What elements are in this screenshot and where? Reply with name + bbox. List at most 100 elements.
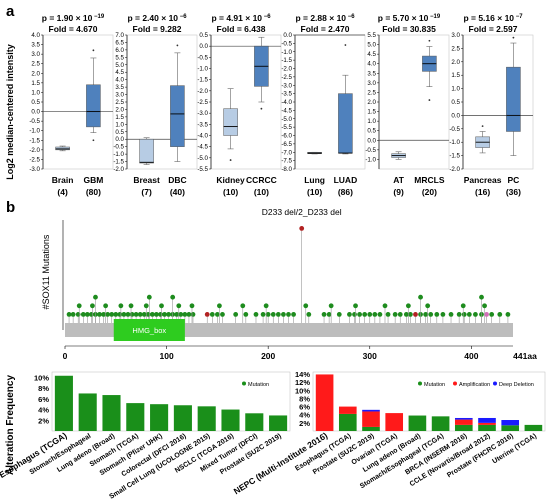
lollipop-head — [434, 312, 440, 317]
y-tick-label: -6.5 — [281, 141, 292, 148]
bar-y-tick-label: 8% — [38, 384, 49, 393]
lollipop-head — [113, 312, 119, 317]
lollipop-head — [265, 312, 271, 317]
legend-label: Deep Deletion — [499, 382, 534, 388]
y-tick-label: 6.0 — [115, 47, 124, 54]
y-tick-label: 0.0 — [31, 109, 40, 116]
box-outlier — [428, 99, 431, 101]
lollipop-y-axis-label: #SOX11 Mutations — [41, 234, 51, 309]
lollipop-head — [270, 312, 276, 317]
legend-marker — [418, 381, 422, 386]
lollipop-head — [159, 303, 164, 309]
group-n-label: (9) — [393, 187, 404, 197]
fold-change-label: Fold = 2.470 — [301, 24, 350, 34]
lollipop-head — [484, 312, 489, 317]
box-outlier — [260, 107, 263, 110]
box-body — [223, 108, 238, 136]
y-tick-label: 1.0 — [31, 89, 40, 96]
boxplot-frame — [462, 34, 534, 170]
lollipop-head — [460, 303, 466, 309]
lollipop-head — [403, 312, 409, 317]
y-tick-label: 0.5 — [31, 99, 40, 106]
y-tick-label: -0.5 — [113, 144, 124, 151]
bar-segment — [338, 406, 357, 414]
y-tick-label: -2.0 — [113, 166, 124, 173]
lollipop-head — [353, 303, 358, 309]
bar-y-tick-label: 4% — [38, 406, 49, 415]
lollipop-head — [281, 312, 286, 317]
y-tick-label: 0.0 — [283, 32, 292, 39]
group-n-label: (36) — [506, 187, 521, 197]
lollipop-head — [336, 312, 342, 317]
lollipop-head — [243, 312, 249, 317]
group-n-label: (7) — [141, 187, 152, 197]
lollipop-head — [347, 312, 352, 317]
protein-length-label: 441aa — [513, 351, 537, 361]
legend-label: Mutation — [424, 382, 445, 388]
bar-segment — [269, 415, 288, 431]
bar-segment — [478, 422, 496, 425]
lollipop-head — [76, 303, 82, 309]
lollipop-head — [209, 312, 215, 317]
hotspot-annotation: D233 del/2_D233 del — [262, 207, 342, 217]
y-tick-label: -1.0 — [113, 151, 124, 158]
lollipop-head — [440, 312, 446, 317]
bar-segment — [431, 416, 450, 431]
p-value-label: p = 2.40 × 10 −6 — [127, 13, 187, 23]
bar-y-tick-label: 10% — [34, 373, 49, 382]
y-tick-label: 1.0 — [367, 118, 376, 125]
legend-marker — [453, 381, 457, 386]
y-tick-label: -7.5 — [281, 158, 292, 165]
bar-segment — [478, 417, 496, 423]
y-tick-label: 2.5 — [367, 89, 376, 96]
y-tick-label: -2.5 — [281, 74, 292, 81]
group-n-label: (16) — [475, 187, 490, 197]
x-tick-label: 400 — [464, 351, 478, 361]
group-n-label: (20) — [422, 187, 437, 197]
y-tick-label: 3.0 — [367, 80, 376, 87]
bar-segment — [524, 424, 543, 431]
group-name-label: CCRCC — [246, 175, 277, 185]
lollipop-head — [190, 312, 196, 317]
lollipop-head — [143, 303, 149, 309]
bar-segment — [150, 404, 169, 431]
lollipop-head — [328, 303, 334, 309]
lollipop-head — [176, 303, 182, 309]
y-tick-label: -1.5 — [281, 57, 292, 64]
y-tick-label: 0.5 — [199, 32, 208, 39]
y-tick-label: 6.5 — [115, 39, 124, 46]
lollipop-head — [182, 312, 188, 317]
lollipop-head — [448, 312, 454, 317]
y-tick-label: -5.0 — [197, 155, 208, 162]
bar-segment — [454, 417, 473, 420]
box-outlier — [229, 159, 232, 161]
y-tick-label: 2.0 — [31, 70, 40, 77]
y-tick-label: -1.0 — [197, 66, 208, 73]
fold-change-label: Fold = 6.438 — [217, 24, 266, 34]
y-tick-label: 0.0 — [199, 43, 208, 50]
sox11-lollipop-plot: #SOX11 Mutations D233 del/2_D233 del HMG_b… — [41, 207, 537, 361]
y-tick-label: -2.5 — [197, 99, 208, 106]
y-tick-label: 5.0 — [115, 62, 124, 69]
lollipop-head — [189, 303, 195, 309]
lollipop-head — [186, 312, 192, 317]
y-tick-label: -1.0 — [281, 49, 292, 56]
y-tick-label: -0.5 — [365, 147, 376, 154]
y-tick-label: 2.0 — [451, 59, 460, 66]
lollipop-head — [105, 312, 111, 317]
domain-label: HMG_box — [132, 326, 166, 335]
lollipop-head — [482, 303, 487, 309]
bar-segment — [54, 375, 73, 431]
group-name-label: Brain — [52, 175, 74, 185]
lollipop-head — [456, 312, 462, 317]
y-tick-label: -1.0 — [365, 156, 376, 163]
lollipop-head — [146, 294, 152, 300]
y-tick-label: -1.5 — [197, 77, 208, 84]
lollipop-head — [326, 312, 332, 317]
lollipop-head — [66, 312, 72, 317]
y-tick-label: -0.5 — [197, 54, 208, 61]
